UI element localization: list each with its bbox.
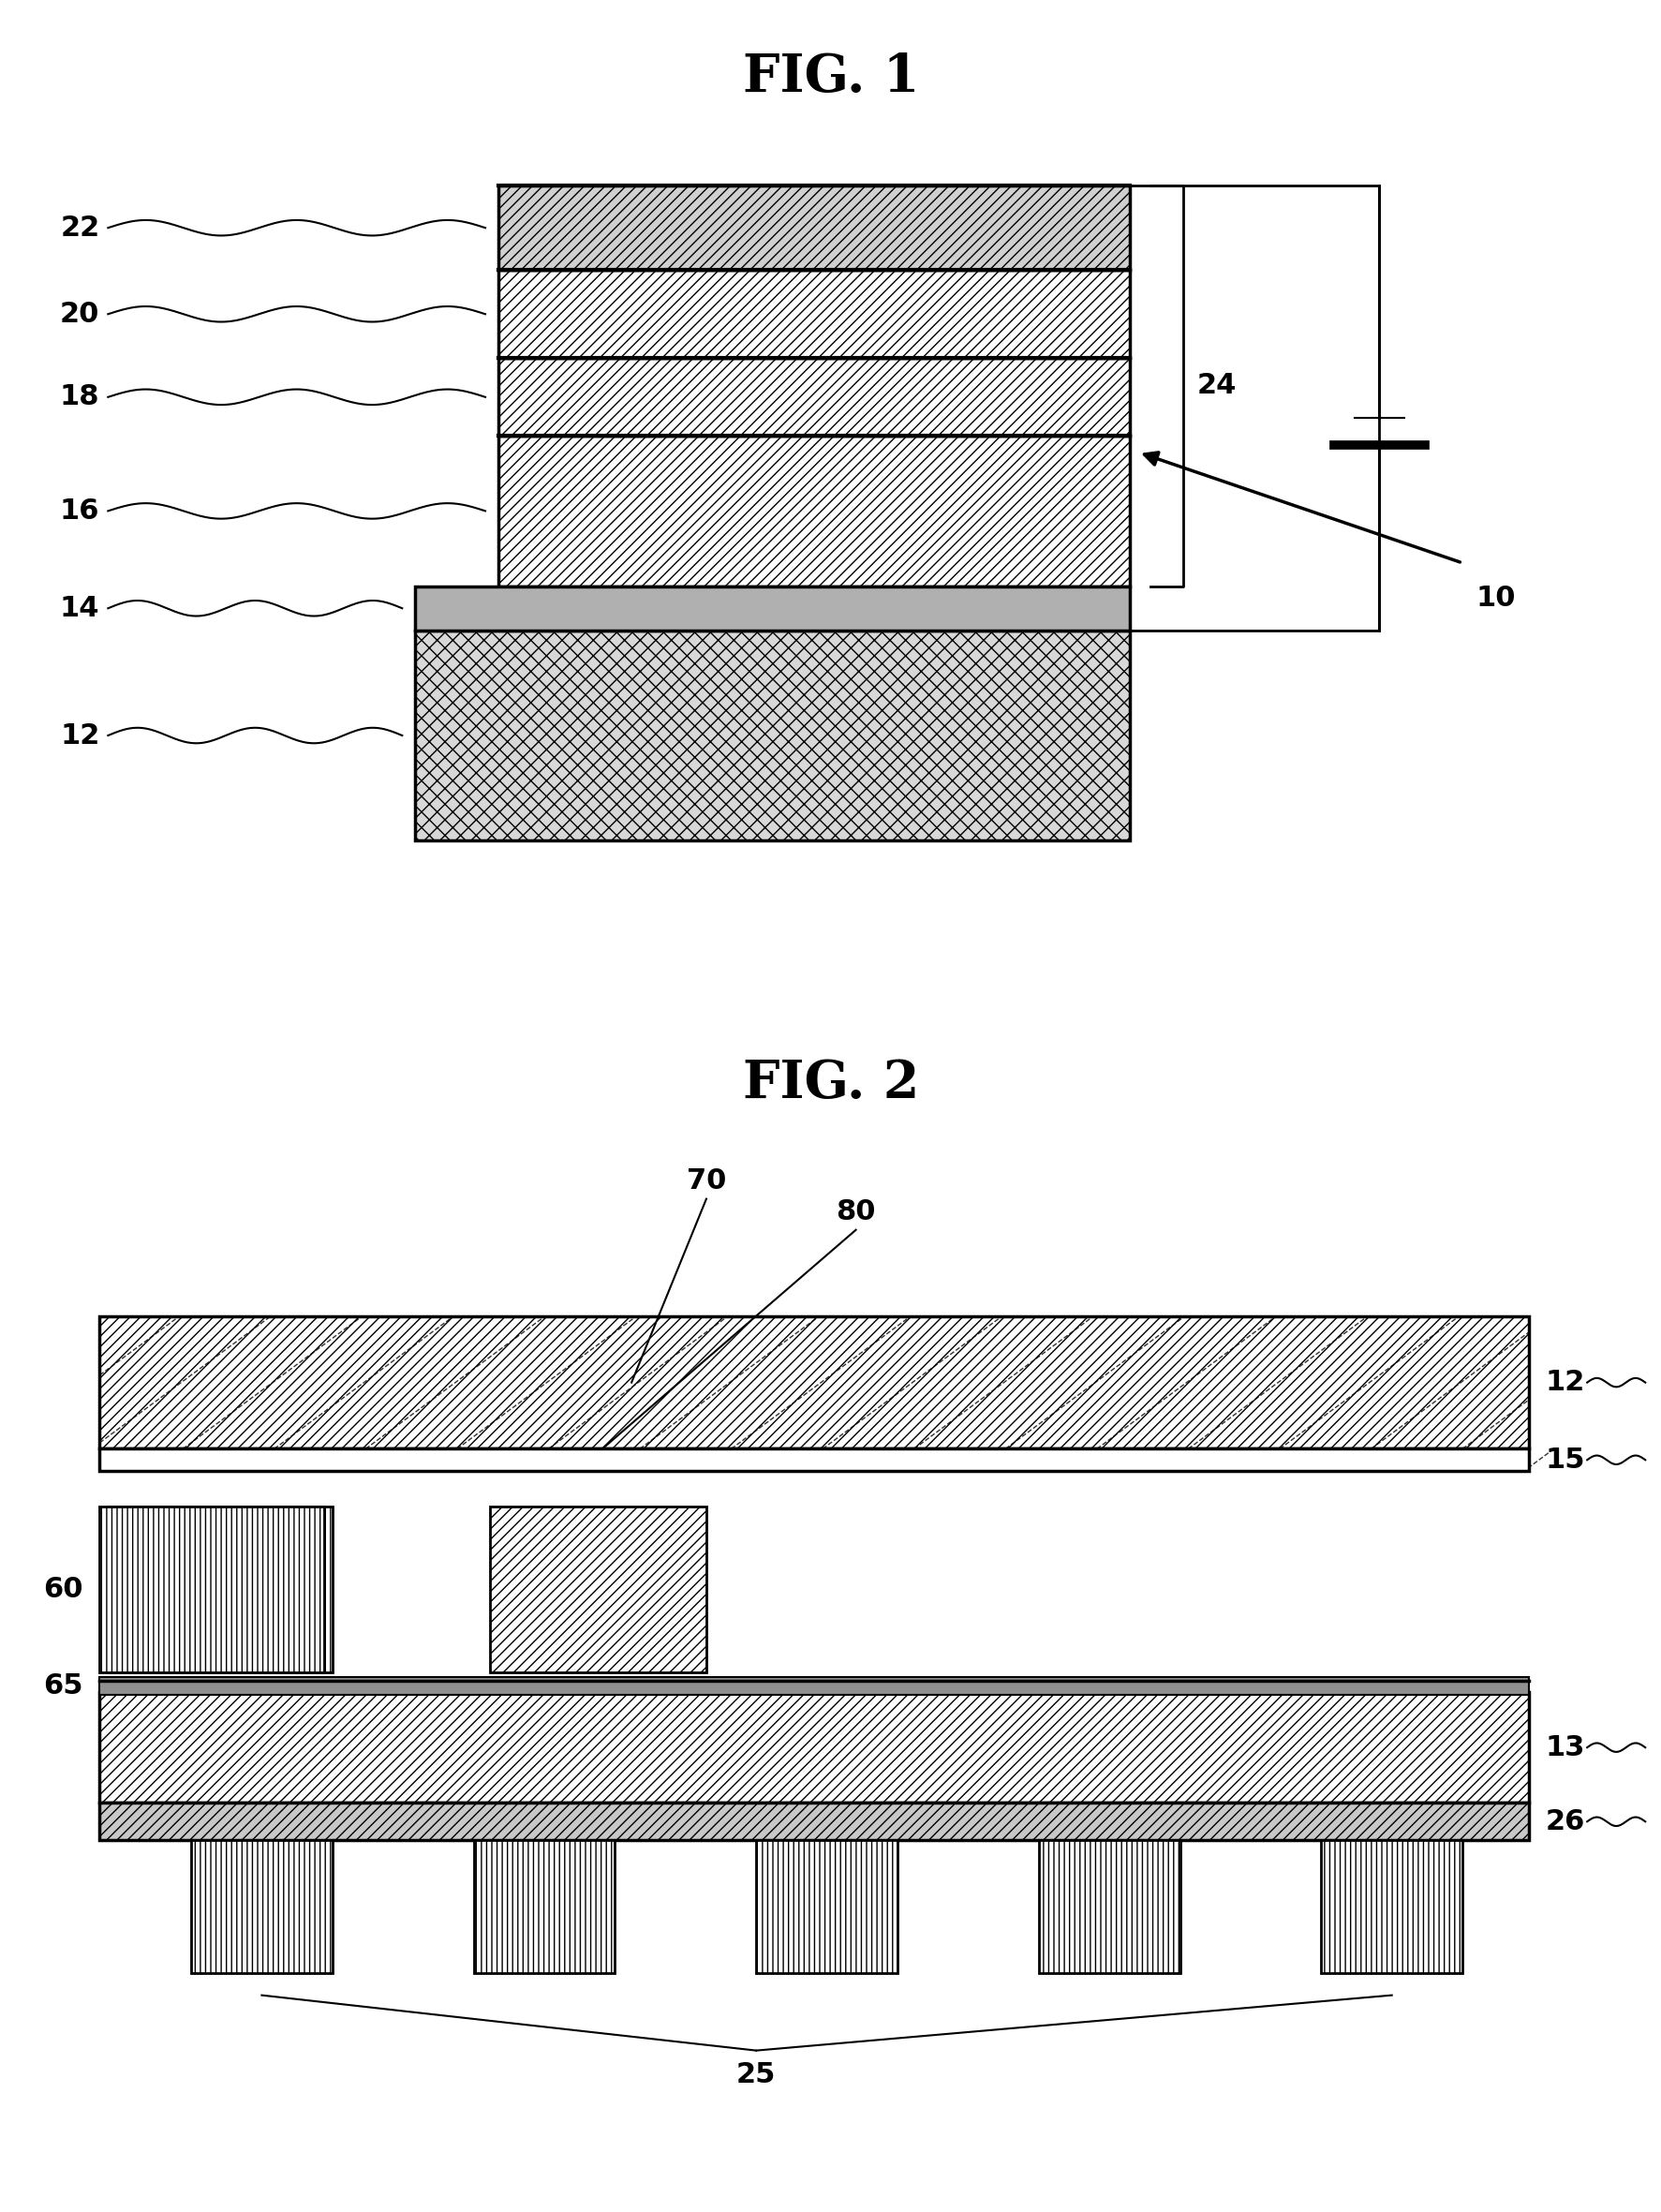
Bar — [100, 1506, 324, 1672]
Text: 12: 12 — [60, 721, 100, 750]
Text: FIG. 1: FIG. 1 — [742, 51, 919, 104]
Text: 18: 18 — [60, 383, 100, 411]
Text: 26: 26 — [1545, 1807, 1585, 1836]
Bar — [498, 358, 1129, 436]
Bar — [490, 1506, 706, 1672]
Text: 70: 70 — [686, 1168, 726, 1194]
Bar — [1038, 1840, 1179, 1973]
Text: FIG. 2: FIG. 2 — [742, 1057, 919, 1110]
Bar — [1320, 1840, 1462, 1973]
Text: 24: 24 — [1196, 372, 1236, 400]
Bar — [498, 436, 1129, 586]
Bar — [498, 270, 1129, 358]
Bar — [100, 1449, 1528, 1471]
Text: 15: 15 — [1545, 1447, 1585, 1473]
Bar — [756, 1840, 897, 1973]
Bar — [108, 1506, 332, 1672]
Text: 20: 20 — [60, 301, 100, 327]
Bar — [415, 586, 1129, 630]
Text: 10: 10 — [1475, 586, 1515, 613]
Text: 12: 12 — [1545, 1369, 1585, 1396]
Text: 25: 25 — [736, 2062, 776, 2088]
Bar — [473, 1840, 615, 1973]
Text: 14: 14 — [60, 595, 100, 622]
Text: 65: 65 — [43, 1672, 83, 1699]
Bar — [100, 1677, 1528, 1694]
Bar — [100, 1803, 1528, 1840]
Bar — [498, 186, 1129, 270]
Text: 16: 16 — [60, 498, 100, 524]
Text: 13: 13 — [1545, 1734, 1585, 1761]
Bar — [100, 1471, 1528, 1681]
Bar — [415, 630, 1129, 841]
Text: 22: 22 — [60, 215, 100, 241]
Bar — [100, 1316, 1528, 1449]
Bar — [191, 1840, 332, 1973]
Bar — [100, 1692, 1528, 1803]
Text: 80: 80 — [835, 1199, 875, 1225]
Text: 60: 60 — [43, 1575, 83, 1604]
